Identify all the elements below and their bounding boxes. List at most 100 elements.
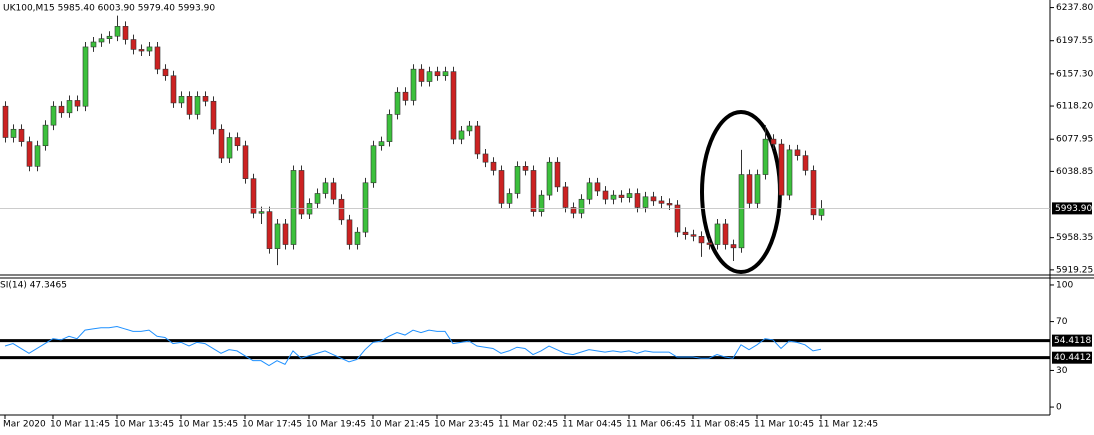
candle-body xyxy=(258,211,265,214)
candle-body xyxy=(642,196,649,208)
candle-body xyxy=(186,96,193,115)
x-tick-label: 11 Mar 02:45 xyxy=(498,420,558,430)
candle-body xyxy=(770,138,777,145)
candle-body xyxy=(754,174,761,204)
candle-body xyxy=(578,198,585,214)
y-tick-label: 6197.55 xyxy=(1056,36,1093,46)
candle-body xyxy=(58,105,65,114)
y-tick-label: 6118.20 xyxy=(1056,102,1093,112)
rsi-line xyxy=(4,325,822,367)
candle-body xyxy=(490,161,497,171)
candle-body xyxy=(554,161,561,188)
candle-body xyxy=(130,39,137,50)
candle-body xyxy=(386,114,393,142)
indicator-title: SI(14) 47.3465 xyxy=(0,281,67,291)
candle-body xyxy=(178,96,185,104)
candle-body xyxy=(266,211,273,249)
candle-body xyxy=(442,71,449,77)
candle-body xyxy=(146,46,153,52)
candle-body xyxy=(66,100,73,114)
y-tick-label: 6077.95 xyxy=(1056,135,1093,145)
candle-body xyxy=(522,166,529,171)
candle-body xyxy=(530,170,537,212)
candle-body xyxy=(658,200,665,204)
candle-body xyxy=(298,170,305,215)
candle-body xyxy=(74,100,81,107)
candle-body xyxy=(330,182,337,200)
candle-body xyxy=(450,71,457,140)
candle-body xyxy=(674,204,681,233)
candle-body xyxy=(706,242,713,245)
x-tick-label: 10 Mar 13:45 xyxy=(114,420,174,430)
candle-body xyxy=(546,161,553,196)
x-tick-label: 10 Mar 15:45 xyxy=(178,420,238,430)
y-tick-label: 5958.35 xyxy=(1056,233,1093,243)
candle-body xyxy=(10,128,17,138)
candle-body xyxy=(282,223,289,245)
chart-title: UK100,M15 5985.40 6003.90 5979.40 5993.9… xyxy=(3,4,215,14)
candle-body xyxy=(170,75,177,104)
candle-body xyxy=(234,137,241,147)
x-tick-label: 10 Mar 23:45 xyxy=(434,420,494,430)
candle-body xyxy=(26,141,33,167)
candle-body xyxy=(810,170,817,216)
y-tick-label: 6038.85 xyxy=(1056,167,1093,177)
candle-body xyxy=(154,46,161,70)
candle-body xyxy=(250,178,257,214)
candle-body xyxy=(2,105,9,138)
y-tick-label: 100 xyxy=(1056,280,1073,290)
current-price-label: 5993.90 xyxy=(1055,204,1092,214)
y-tick-label: 6157.30 xyxy=(1056,69,1093,79)
candle-body xyxy=(594,182,601,192)
candle-body xyxy=(690,234,697,237)
candle-body xyxy=(42,124,49,147)
candle-body xyxy=(226,137,233,159)
candle-body xyxy=(34,145,41,167)
candle-body xyxy=(482,153,489,163)
level-box xyxy=(1052,334,1092,347)
candle-body xyxy=(666,203,673,206)
candle-body xyxy=(506,193,513,204)
y-tick-label: 6237.80 xyxy=(1056,3,1093,13)
candle-body xyxy=(434,71,441,77)
candle-body xyxy=(162,68,169,77)
candle-body xyxy=(418,68,425,82)
candle-body xyxy=(90,41,97,48)
candle-body xyxy=(210,100,217,130)
current-price-box xyxy=(1052,202,1092,215)
candle-body xyxy=(562,186,569,208)
candle-body xyxy=(762,138,769,175)
y-tick-label: 70 xyxy=(1056,317,1068,327)
candle-body xyxy=(122,26,129,40)
y-tick-label: 5919.25 xyxy=(1056,265,1093,275)
candle-body xyxy=(402,91,409,101)
x-tick-label: 11 Mar 06:45 xyxy=(626,420,686,430)
candle-body xyxy=(362,182,369,233)
candle-body xyxy=(794,149,801,156)
candle-body xyxy=(354,231,361,245)
x-tick-label: 10 Mar 11:45 xyxy=(50,420,110,430)
candle-body xyxy=(698,236,705,244)
candle-body xyxy=(322,182,329,194)
candle-body xyxy=(314,193,321,204)
candle-body xyxy=(50,105,57,126)
candle-body xyxy=(714,223,721,245)
x-tick-label: 11 Mar 10:45 xyxy=(754,420,814,430)
x-tick-label: 11 Mar 08:45 xyxy=(690,420,750,430)
candle-body xyxy=(618,194,625,198)
candle-body xyxy=(474,125,481,155)
candle-body xyxy=(514,166,521,194)
candle-body xyxy=(426,71,433,82)
candle-body xyxy=(202,96,209,102)
candle-body xyxy=(682,231,689,235)
candle-body xyxy=(394,91,401,115)
candle-body xyxy=(570,207,577,214)
candle-body xyxy=(778,143,785,196)
candle-body xyxy=(586,182,593,200)
candle-body xyxy=(274,223,281,249)
candle-body xyxy=(538,194,545,212)
candle-body xyxy=(370,145,377,184)
candle-body xyxy=(466,125,473,132)
